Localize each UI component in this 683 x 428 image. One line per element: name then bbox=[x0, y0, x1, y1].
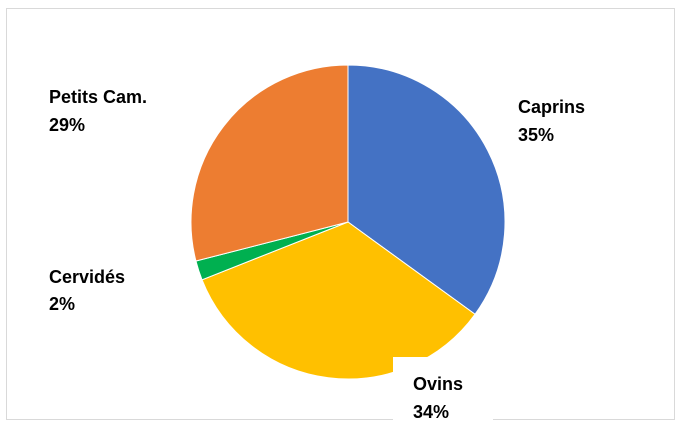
ovins-label-background bbox=[393, 357, 493, 423]
pie-slice-ovins bbox=[201, 221, 476, 380]
slice-value-petits-cam: 29% bbox=[49, 115, 85, 135]
pie-slice-caprins bbox=[347, 64, 506, 315]
slice-value-ovins: 34% bbox=[413, 402, 449, 422]
slice-value-cervides: 2% bbox=[49, 294, 75, 314]
slice-label-petits-cam: Petits Cam. bbox=[49, 87, 147, 107]
pie-slices bbox=[190, 64, 506, 380]
slice-label-caprins: Caprins bbox=[518, 97, 585, 117]
pie-slice-petits-cam bbox=[190, 64, 349, 262]
slice-label-ovins: Ovins bbox=[413, 374, 463, 394]
slice-label-cervides: Cervidés bbox=[49, 267, 125, 287]
slice-value-caprins: 35% bbox=[518, 125, 554, 145]
